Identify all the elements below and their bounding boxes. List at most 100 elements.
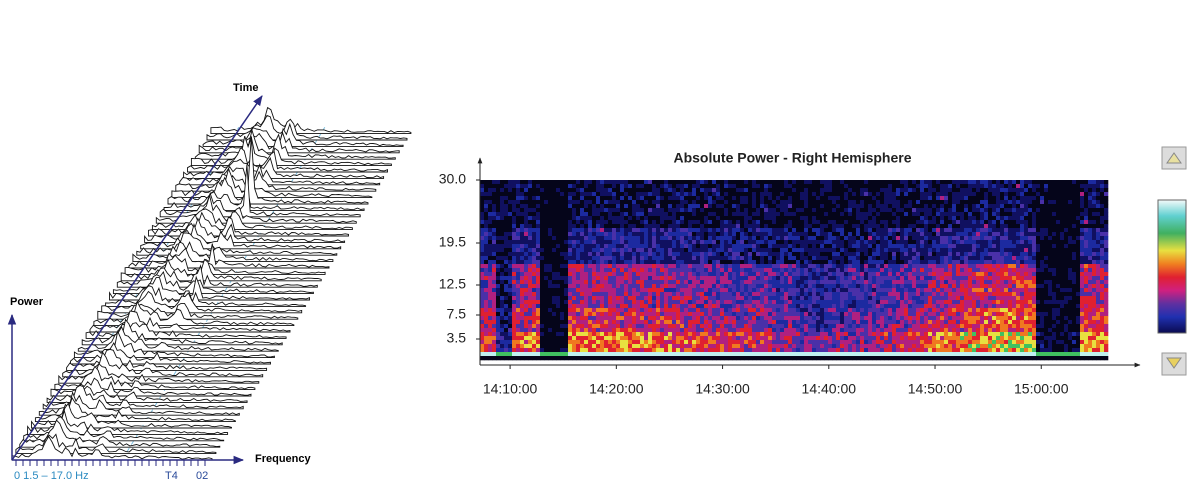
spectrogram-cell: [640, 196, 644, 200]
spectrogram-cell: [872, 320, 876, 324]
spectrogram-cell: [896, 308, 900, 312]
spectrogram-cell: [632, 296, 636, 300]
spectrogram-cell: [672, 228, 676, 232]
spectrogram-cell: [488, 284, 492, 288]
spectrogram-cell: [616, 344, 620, 348]
spectrogram-cell: [588, 308, 592, 312]
spectrogram-cell: [532, 268, 536, 272]
spectrogram-cell: [728, 180, 732, 184]
spectrogram-cell: [548, 240, 552, 244]
spectrogram-cell: [580, 296, 584, 300]
spectrogram-cell: [840, 304, 844, 308]
spectrogram-cell: [544, 228, 548, 232]
spectrogram-cell: [696, 356, 700, 360]
spectrogram-cell: [488, 292, 492, 296]
spectrogram-cell: [892, 296, 896, 300]
spectrogram-cell: [680, 236, 684, 240]
spectrogram-cell: [860, 264, 864, 268]
spectrogram-cell: [752, 244, 756, 248]
spectrogram-cell: [492, 196, 496, 200]
spectrogram-cell: [808, 296, 812, 300]
spectrogram-cell: [680, 288, 684, 292]
spectrogram-cell: [584, 280, 588, 284]
spectrogram-cell: [580, 300, 584, 304]
spectrogram-cell: [780, 340, 784, 344]
spectrogram-cell: [688, 212, 692, 216]
spectrogram-cell: [792, 204, 796, 208]
spectrogram-cell: [640, 224, 644, 228]
spectrogram-cell: [732, 344, 736, 348]
spectrogram-cell: [532, 200, 536, 204]
spectrogram-cell: [588, 276, 592, 280]
spectrogram-cell: [628, 192, 632, 196]
spectrogram-cell: [784, 340, 788, 344]
spectrogram-cell: [660, 304, 664, 308]
spectrogram-cell: [892, 288, 896, 292]
spectrogram-cell: [880, 320, 884, 324]
spectrogram-cell: [752, 208, 756, 212]
spectrogram-cell: [768, 320, 772, 324]
spectrogram-cell: [696, 296, 700, 300]
spectrogram-cell: [804, 264, 808, 268]
spectrogram-cell: [860, 220, 864, 224]
spectrogram-cell: [712, 336, 716, 340]
spectrogram-cell: [604, 220, 608, 224]
spectrogram-cell: [684, 228, 688, 232]
spectrogram-cell: [888, 208, 892, 212]
spectrogram-cell: [744, 356, 748, 360]
spectrogram-cell: [608, 252, 612, 256]
spectrogram-cell: [892, 212, 896, 216]
spectrogram-cell: [864, 328, 868, 332]
spectrogram-cell: [688, 184, 692, 188]
spectrogram-cell: [912, 180, 916, 184]
spectrogram-cell: [528, 224, 532, 228]
spectrogram-cell: [840, 224, 844, 228]
spectrogram-cell: [812, 204, 816, 208]
spectrogram-cell: [780, 324, 784, 328]
spectrogram-cell: [652, 272, 656, 276]
spectrogram-cell: [480, 196, 484, 200]
spectrogram-cell: [588, 228, 592, 232]
spectrogram-cell: [848, 180, 852, 184]
spectrogram-cell: [736, 348, 740, 352]
spectrogram-cell: [736, 200, 740, 204]
spectrogram-cell: [584, 192, 588, 196]
spectrogram-cell: [596, 264, 600, 268]
spectrogram-cell: [752, 264, 756, 268]
spectrogram-cell: [784, 236, 788, 240]
spectrogram-cell: [828, 268, 832, 272]
spectrogram-cell: [684, 204, 688, 208]
spectrogram-cell: [772, 184, 776, 188]
spectrogram-cell: [480, 256, 484, 260]
spectrogram-cell: [820, 252, 824, 256]
spectrogram-cell: [628, 180, 632, 184]
spectrogram-cell: [516, 180, 520, 184]
spectrogram-cell: [676, 316, 680, 320]
spectrogram-cell: [616, 288, 620, 292]
spectrogram-cell: [516, 216, 520, 220]
spectrogram-cell: [708, 292, 712, 296]
spectrogram-cell: [868, 260, 872, 264]
spectrogram-cell: [604, 184, 608, 188]
spectrogram-cell: [628, 200, 632, 204]
spectrogram-cell: [700, 256, 704, 260]
spectrogram-cell: [636, 296, 640, 300]
spectrogram-cell: [804, 336, 808, 340]
spectrogram-cell: [524, 340, 528, 344]
spectrogram-cell: [652, 232, 656, 236]
spectrogram-cell: [764, 304, 768, 308]
spectrogram-cell: [592, 344, 596, 348]
spectrogram-cell: [724, 272, 728, 276]
spectrogram-cell: [496, 208, 500, 212]
spectrogram-cell: [700, 280, 704, 284]
spectrogram-cell: [744, 308, 748, 312]
spectrogram-cell: [776, 304, 780, 308]
spectrogram-cell: [832, 292, 836, 296]
spectrogram-cell: [804, 204, 808, 208]
spectrogram-cell: [800, 288, 804, 292]
spectrogram-cell: [820, 272, 824, 276]
spectrogram-cell: [760, 336, 764, 340]
spectrogram-cell: [724, 224, 728, 228]
spectrogram-cell: [732, 224, 736, 228]
spectrogram-cell: [848, 220, 852, 224]
